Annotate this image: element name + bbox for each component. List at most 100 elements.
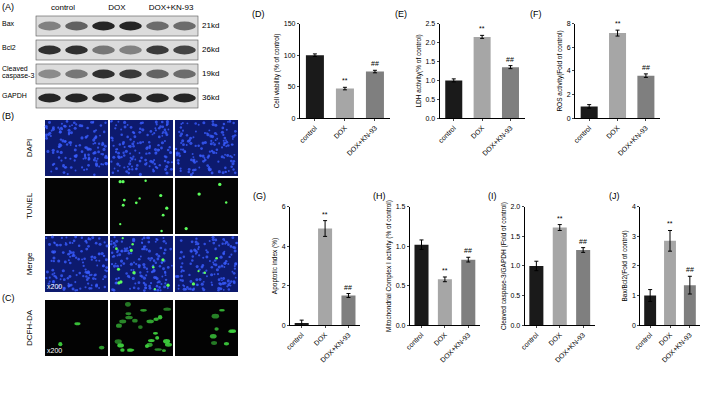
svg-text:1.5: 1.5	[396, 203, 406, 210]
html-text:DOX: DOX	[108, 3, 126, 12]
svg-text:(E): (E)	[395, 9, 407, 19]
html-text:26kd: 26kd	[202, 45, 220, 54]
svg-text:4: 4	[632, 203, 636, 210]
svg-text:##: ##	[686, 266, 694, 273]
html-text:(A): (A)	[2, 2, 14, 12]
svg-text:DOX: DOX	[658, 331, 674, 347]
svg-text:(F): (F)	[530, 9, 542, 19]
html-text:36kd: 36kd	[202, 93, 220, 102]
svg-text:2: 2	[282, 282, 286, 289]
svg-text:(D): (D)	[252, 9, 265, 19]
svg-text:control: control	[634, 331, 654, 351]
html-text:TUNEL: TUNEL	[25, 192, 34, 220]
svg-text:Cleaved caspase-3/GAPDH (Fold: Cleaved caspase-3/GAPDH (Fold of control…	[500, 202, 508, 330]
svg-text:**: **	[322, 211, 328, 218]
svg-text:##: ##	[371, 60, 379, 67]
svg-text:control: control	[298, 124, 318, 144]
svg-text:##: ##	[642, 64, 650, 71]
svg-text:0: 0	[632, 322, 636, 329]
svg-text:50: 50	[288, 83, 296, 90]
svg-text:**: **	[479, 25, 485, 32]
svg-text:DOX+KN-93: DOX+KN-93	[319, 331, 352, 364]
html-text:Bcl2: Bcl2	[2, 44, 16, 51]
svg-text:2.5: 2.5	[425, 20, 435, 27]
svg-text:1.0: 1.0	[511, 262, 521, 269]
svg-text:8: 8	[567, 20, 571, 27]
html-text:Bax: Bax	[2, 20, 15, 27]
svg-text:##: ##	[464, 247, 472, 254]
svg-text:DOX: DOX	[432, 331, 448, 347]
svg-text:(G): (G)	[253, 191, 266, 201]
svg-text:ROS activity(Fold of control): ROS activity(Fold of control)	[556, 30, 564, 111]
svg-text:100: 100	[284, 52, 296, 59]
html-text:Merge: Merge	[25, 252, 34, 276]
svg-text:2.0: 2.0	[511, 203, 521, 210]
svg-text:control: control	[520, 331, 540, 351]
svg-text:1: 1	[632, 292, 636, 299]
html-text:(C): (C)	[2, 293, 15, 303]
svg-text:DOX+KN-93: DOX+KN-93	[554, 331, 587, 364]
svg-text:DOX: DOX	[605, 124, 621, 140]
html-text:DCFH-DA: DCFH-DA	[25, 310, 34, 346]
svg-text:Bax/Bcl2(Fold of control): Bax/Bcl2(Fold of control)	[621, 230, 629, 301]
svg-text:control: control	[405, 331, 425, 351]
svg-text:**: **	[442, 267, 448, 274]
html-text:21kd: 21kd	[202, 21, 220, 30]
svg-text:DOX+KN-93: DOX+KN-93	[346, 124, 379, 157]
svg-text:4: 4	[282, 243, 286, 250]
svg-text:2: 2	[567, 91, 571, 98]
svg-text:4: 4	[567, 67, 571, 74]
svg-text:control: control	[573, 124, 593, 144]
svg-text:0: 0	[282, 322, 286, 329]
svg-text:150: 150	[284, 20, 296, 27]
html-text:(B): (B)	[2, 111, 14, 121]
svg-text:LDH activity(% of control): LDH activity(% of control)	[415, 34, 423, 107]
svg-text:**: **	[342, 77, 348, 84]
svg-text:Cell viability (% of control): Cell viability (% of control)	[273, 34, 281, 109]
svg-text:DOX: DOX	[332, 124, 348, 140]
svg-text:1.5: 1.5	[425, 58, 435, 65]
svg-text:DOX+KN-93: DOX+KN-93	[481, 124, 514, 157]
svg-text:DOX+KN-93: DOX+KN-93	[439, 331, 472, 364]
svg-text:6: 6	[282, 203, 286, 210]
svg-text:0: 0	[292, 115, 296, 122]
svg-text:##: ##	[344, 284, 352, 291]
svg-text:DOX+KN-93: DOX+KN-93	[616, 124, 649, 157]
svg-text:**: **	[667, 220, 673, 227]
svg-text:**: **	[615, 20, 621, 27]
svg-text:DOX: DOX	[470, 124, 486, 140]
svg-text:(J): (J)	[609, 191, 620, 201]
svg-text:0.0: 0.0	[511, 322, 521, 329]
svg-text:2.0: 2.0	[425, 39, 435, 46]
html-text:19kd: 19kd	[202, 69, 220, 78]
svg-text:0.5: 0.5	[511, 292, 521, 299]
html-text:DOX+KN-93: DOX+KN-93	[148, 3, 194, 12]
svg-text:control: control	[285, 331, 305, 351]
svg-text:0.0: 0.0	[396, 322, 406, 329]
svg-text:DOX: DOX	[313, 331, 329, 347]
svg-text:6: 6	[567, 44, 571, 51]
svg-text:0.0: 0.0	[425, 115, 435, 122]
svg-text:##: ##	[506, 56, 514, 63]
html-text:Cleaved caspase-3: Cleaved caspase-3	[2, 65, 35, 79]
svg-text:##: ##	[579, 238, 587, 245]
svg-text:control: control	[437, 124, 457, 144]
svg-text:DOX+KN-93: DOX+KN-93	[660, 331, 693, 364]
svg-text:1.0: 1.0	[396, 243, 406, 250]
svg-text:2: 2	[632, 262, 636, 269]
svg-text:1.0: 1.0	[425, 77, 435, 84]
html-text:GAPDH: GAPDH	[2, 92, 27, 99]
svg-text:(I): (I)	[488, 191, 497, 201]
html-text:DAPI: DAPI	[25, 138, 34, 158]
svg-text:**: **	[557, 215, 563, 222]
svg-text:Apoptotic index (%): Apoptotic index (%)	[271, 238, 279, 294]
svg-text:3: 3	[632, 233, 636, 240]
svg-text:(H): (H)	[373, 191, 386, 201]
svg-text:DOX: DOX	[547, 331, 563, 347]
svg-text:0.5: 0.5	[396, 282, 406, 289]
svg-text:1.5: 1.5	[511, 233, 521, 240]
html-text:control: control	[51, 3, 75, 12]
svg-text:Mitochondrial Complex I activi: Mitochondrial Complex I activity (% of c…	[385, 200, 393, 332]
svg-text:0: 0	[567, 115, 571, 122]
svg-text:0.5: 0.5	[425, 96, 435, 103]
